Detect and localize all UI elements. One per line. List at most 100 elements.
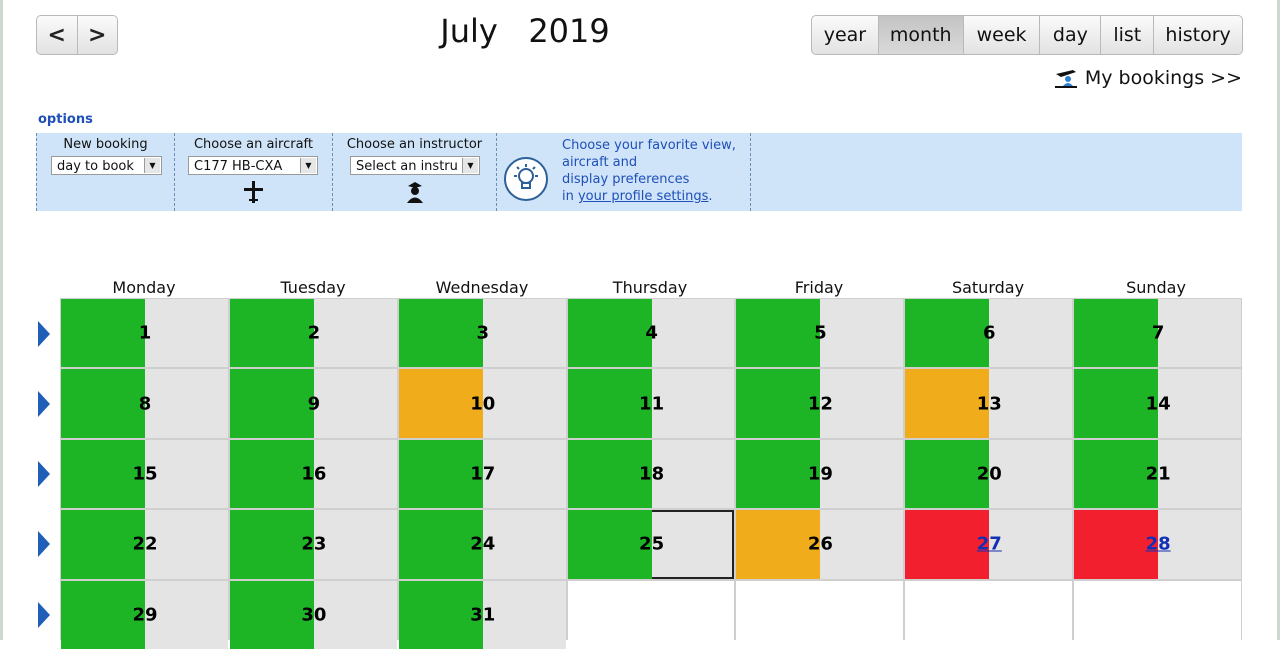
day-number: 9 [307, 393, 321, 415]
day-cell-1[interactable]: 1 [61, 299, 228, 368]
day-number: 8 [138, 393, 152, 415]
day-number: 14 [1145, 393, 1171, 415]
next-month-button[interactable]: > [76, 16, 118, 54]
day-cell-19[interactable]: 19 [736, 439, 904, 509]
availability-fill [1074, 439, 1159, 509]
day-cell-9[interactable]: 9 [229, 369, 397, 438]
view-week-button[interactable]: week [962, 16, 1040, 54]
day-number: 29 [132, 604, 158, 626]
day-number: 1 [138, 322, 152, 344]
dropdown-arrow-icon: ▼ [144, 158, 160, 173]
day-cell-14[interactable]: 14 [1074, 369, 1242, 438]
day-cell-25[interactable]: 25 [567, 510, 735, 579]
weekday-header-friday: Friday [794, 278, 844, 297]
day-cell-16[interactable]: 16 [229, 439, 397, 509]
day-number: 31 [470, 604, 496, 626]
availability-fill [398, 369, 483, 438]
availability-fill [229, 439, 314, 509]
month-calendar-grid: 1 2 3 4 5 6 7 8 9 10 11 12 13 14 15 16 17 18 19 20 21 22 23 24 2… [60, 298, 1242, 649]
options-link[interactable]: options [38, 112, 93, 127]
aircraft-value: C177 HB-CXA [194, 159, 283, 174]
day-cell-15[interactable]: 15 [61, 439, 228, 509]
aircraft-label: Choose an aircraft [193, 137, 313, 152]
day-cell-29[interactable]: 29 [61, 580, 228, 649]
day-cell-13[interactable]: 13 [905, 369, 1073, 438]
day-number: 20 [976, 463, 1002, 485]
view-history-button[interactable]: history [1153, 16, 1242, 54]
lightbulb-icon [504, 157, 548, 201]
instructor-label: Choose an instructor [346, 137, 483, 152]
day-cell-4[interactable]: 4 [567, 299, 735, 368]
day-cell-6[interactable]: 6 [905, 299, 1073, 368]
day-cell-26[interactable]: 26 [736, 510, 904, 579]
month-nav-group: < > [36, 15, 118, 55]
day-number: 11 [639, 393, 665, 415]
day-number: 24 [470, 533, 496, 555]
day-cell-17[interactable]: 17 [398, 439, 566, 509]
day-cell-11[interactable]: 11 [567, 369, 735, 438]
aircraft-select[interactable]: C177 HB-CXA ▼ [188, 156, 318, 175]
day-cell-24[interactable]: 24 [398, 510, 566, 579]
profile-settings-link[interactable]: your profile settings [577, 189, 709, 204]
week-expand-arrow-icon[interactable] [36, 530, 52, 558]
day-number: 30 [301, 604, 327, 626]
view-day-button[interactable]: day [1039, 16, 1100, 54]
week-expand-arrow-icon[interactable] [36, 601, 52, 629]
day-number: 17 [470, 463, 496, 485]
availability-fill [736, 299, 821, 368]
day-cell-3[interactable]: 3 [398, 299, 566, 368]
availability-fill [398, 510, 483, 579]
tip-line-2: aircraft and [562, 155, 638, 170]
day-cell-20[interactable]: 20 [905, 439, 1073, 509]
title-year: 2019 [528, 12, 610, 50]
day-cell-empty [1074, 580, 1242, 649]
day-cell-2[interactable]: 2 [229, 299, 397, 368]
instructor-select[interactable]: Select an instru ▼ [350, 156, 480, 175]
day-cell-28[interactable]: 28 [1074, 510, 1242, 579]
week-expand-arrow-icon[interactable] [36, 390, 52, 418]
day-cell-31[interactable]: 31 [398, 580, 566, 649]
availability-fill [736, 369, 821, 438]
day-cell-empty [567, 580, 735, 649]
availability-fill [61, 580, 145, 649]
availability-fill [905, 369, 990, 438]
day-cell-12[interactable]: 12 [736, 369, 904, 438]
day-number[interactable]: 28 [1145, 533, 1171, 555]
new-booking-section: New booking day to book ▼ [36, 133, 174, 211]
weekday-header-monday: Monday [112, 278, 176, 297]
day-number: 12 [807, 393, 833, 415]
day-cell-7[interactable]: 7 [1074, 299, 1242, 368]
prev-month-button[interactable]: < [47, 22, 66, 48]
day-cell-21[interactable]: 21 [1074, 439, 1242, 509]
day-cell-30[interactable]: 30 [229, 580, 397, 649]
new-booking-select[interactable]: day to book ▼ [51, 156, 162, 175]
week-expand-arrow-icon[interactable] [36, 460, 52, 488]
title-month: July [440, 12, 498, 50]
day-cell-23[interactable]: 23 [229, 510, 397, 579]
availability-fill [905, 439, 990, 509]
week-expand-arrow-icon[interactable] [36, 320, 52, 348]
day-cell-27[interactable]: 27 [905, 510, 1073, 579]
window-border-right [1277, 0, 1280, 640]
availability-fill [398, 439, 483, 509]
day-cell-5[interactable]: 5 [736, 299, 904, 368]
my-bookings-link[interactable]: My bookings >> [1053, 66, 1242, 90]
dropdown-arrow-icon: ▼ [462, 158, 478, 173]
weekday-header-wednesday: Wednesday [435, 278, 529, 297]
day-number: 25 [639, 533, 665, 555]
day-cell-10[interactable]: 10 [398, 369, 566, 438]
day-number: 23 [301, 533, 327, 555]
day-number: 10 [470, 393, 496, 415]
day-number[interactable]: 27 [976, 533, 1002, 555]
instructor-icon [407, 182, 423, 203]
view-year-button[interactable]: year [823, 24, 867, 46]
day-number: 18 [639, 463, 665, 485]
view-list-button[interactable]: list [1100, 16, 1153, 54]
day-cell-22[interactable]: 22 [61, 510, 228, 579]
availability-fill [61, 439, 145, 509]
day-number: 19 [807, 463, 833, 485]
day-number: 2 [307, 322, 321, 344]
day-cell-18[interactable]: 18 [567, 439, 735, 509]
view-month-button[interactable]: month [877, 16, 963, 54]
day-cell-8[interactable]: 8 [61, 369, 228, 438]
